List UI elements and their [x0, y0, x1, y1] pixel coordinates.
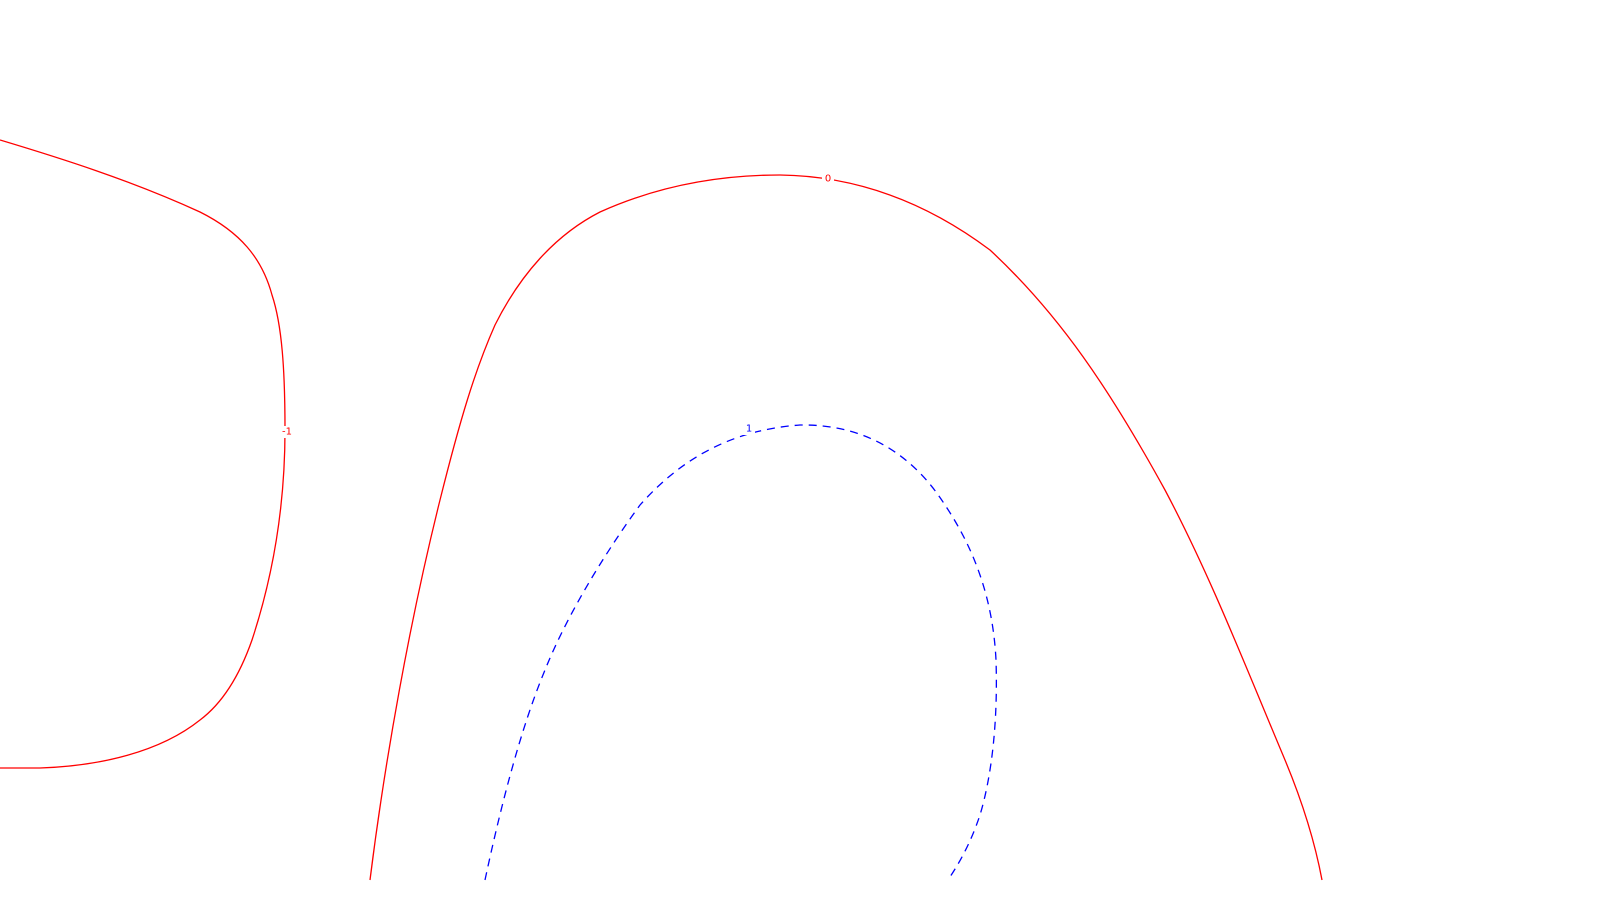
contour-label-halo	[278, 426, 292, 438]
contour-label-plus-1: 1	[746, 424, 752, 435]
contour-line-plus-1	[484, 424, 998, 881]
contour-label-halo	[743, 423, 755, 435]
contour-line-0	[369, 174, 1323, 881]
contour-group-minus-1: -1	[0, 139, 292, 769]
contour-line-minus-1	[0, 139, 286, 769]
contour-label-0: 0	[825, 174, 831, 185]
contour-group-plus-1: 1	[484, 423, 998, 881]
contour-group-0: 0	[369, 173, 1323, 881]
contour-label-halo	[822, 173, 834, 185]
contour-label-minus-1: -1	[282, 427, 292, 438]
